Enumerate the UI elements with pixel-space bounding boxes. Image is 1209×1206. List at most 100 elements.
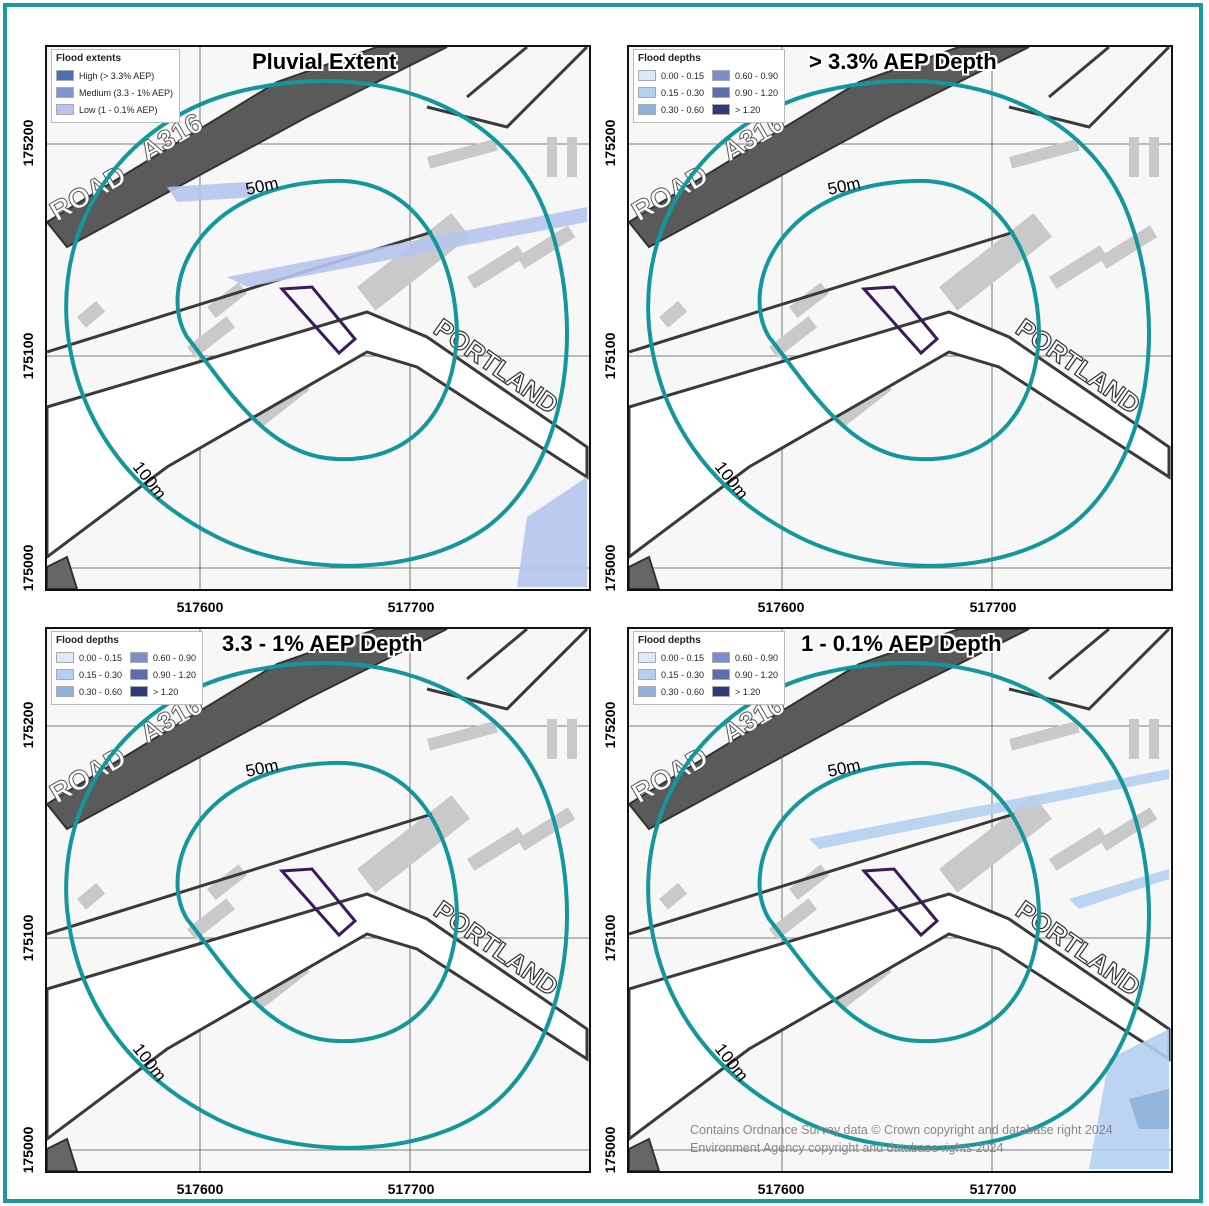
road-minor xyxy=(1008,629,1171,711)
x-tick-label: 517600 xyxy=(757,1181,805,1197)
legend-label: 0.90 - 1.20 xyxy=(153,669,197,680)
legend-label: 0.90 - 1.20 xyxy=(735,87,779,98)
legend-item: 0.60 - 0.90 xyxy=(130,649,196,666)
legend-title: Flood extents xyxy=(56,53,122,64)
legend-item: 0.90 - 1.20 xyxy=(712,84,778,101)
road-minor xyxy=(629,230,1015,354)
map-background xyxy=(629,47,1171,589)
road-corner xyxy=(47,1137,79,1171)
buffer-100m xyxy=(64,661,569,1150)
legend-item: 0.60 - 0.90 xyxy=(712,649,778,666)
site-boundary xyxy=(278,285,358,356)
map-panel-low-depth: ROAD A316 PORTLAND 50m 100m Flood depths 0.00… xyxy=(627,627,1173,1173)
building xyxy=(76,300,106,328)
road-minor xyxy=(426,629,589,711)
y-tick-label: 175100 xyxy=(20,332,36,380)
y-tick-label: 175200 xyxy=(20,119,36,167)
buffer-50m xyxy=(175,178,460,462)
legend-label: Medium (3.3 - 1% AEP) xyxy=(79,87,174,98)
buffer-100m xyxy=(64,79,569,568)
legend-item: Medium (3.3 - 1% AEP) xyxy=(56,84,173,101)
y-tick-label: 175100 xyxy=(20,914,36,962)
building xyxy=(567,719,577,759)
building xyxy=(567,137,577,177)
building xyxy=(1008,138,1080,169)
panel-title: 3.3 - 1% AEP Depth xyxy=(222,631,423,656)
road-a316 xyxy=(629,47,1030,249)
legend-swatch xyxy=(56,104,74,115)
building xyxy=(187,898,236,941)
building xyxy=(517,225,576,269)
building xyxy=(659,300,688,328)
flood-area xyxy=(1129,1089,1169,1129)
x-tick-label: 517600 xyxy=(757,599,805,615)
legend-item: 0.00 - 0.15 xyxy=(56,649,122,666)
building xyxy=(1129,137,1139,177)
x-tick-label: 517600 xyxy=(176,599,224,615)
site-boundary xyxy=(860,867,940,938)
legend-title: Flood depths xyxy=(56,635,119,646)
road-corner xyxy=(629,1137,661,1171)
legend-label: 0.30 - 0.60 xyxy=(79,686,123,697)
legend-item: 0.30 - 0.60 xyxy=(56,683,122,700)
site-boundary xyxy=(860,285,940,356)
legend-swatch xyxy=(56,669,74,680)
legend-swatch xyxy=(130,652,149,663)
legend-item: 0.90 - 1.20 xyxy=(130,666,196,683)
road-corner xyxy=(47,555,79,589)
x-tick-label: 517700 xyxy=(969,1181,1017,1197)
legend-label: > 1.20 xyxy=(735,104,761,115)
legend-item: 0.30 - 0.60 xyxy=(638,101,704,118)
road-minor xyxy=(47,812,433,936)
building xyxy=(467,827,526,871)
legend-swatch xyxy=(56,87,74,98)
legend-label: Low (1 - 0.1% AEP) xyxy=(79,104,158,115)
legend-label: 0.90 - 1.20 xyxy=(735,669,779,680)
legend-label: 0.00 - 0.15 xyxy=(661,70,705,81)
legend-item: 0.30 - 0.60 xyxy=(638,683,704,700)
building xyxy=(357,795,471,893)
map-panel-pluvial-extent: ROAD A316 PORTLAND 50m 100m Flood extents Hi… xyxy=(45,45,591,591)
legend-label: > 1.20 xyxy=(153,686,179,697)
legend-title: Flood depths xyxy=(638,53,701,64)
buffer-100m xyxy=(646,79,1151,568)
y-tick-label: 175100 xyxy=(602,332,618,380)
map-panel-high-depth: ROAD A316 PORTLAND 50m 100m Flood depths 0.00… xyxy=(627,45,1173,591)
building xyxy=(76,882,106,910)
building xyxy=(547,719,557,759)
road-a316 xyxy=(47,629,448,831)
x-tick-label: 517700 xyxy=(387,1181,435,1197)
legend-item: 0.60 - 0.90 xyxy=(712,67,778,84)
legend-swatch xyxy=(638,669,656,680)
legend-label: 0.30 - 0.60 xyxy=(661,686,705,697)
legend-swatch xyxy=(638,70,656,81)
flood-area xyxy=(227,207,587,287)
legend-swatch xyxy=(638,87,656,98)
legend-title: Flood depths xyxy=(638,635,701,646)
legend-label: 0.30 - 0.60 xyxy=(661,104,705,115)
building xyxy=(427,138,498,169)
building xyxy=(517,807,576,851)
legend-item: High (> 3.3% AEP) xyxy=(56,67,173,84)
y-tick-label: 175200 xyxy=(602,119,618,167)
road-minor xyxy=(426,47,589,129)
building xyxy=(1149,137,1159,177)
legend-swatch xyxy=(712,686,731,697)
road-corner xyxy=(629,555,661,589)
road-minor xyxy=(629,812,1015,936)
building xyxy=(769,316,818,359)
legend-flood-depths: Flood depths 0.00 - 0.15 0.15 - 0.30 0.30 -… xyxy=(51,631,204,705)
buffer-100m xyxy=(646,661,1151,1150)
legend-label: 0.60 - 0.90 xyxy=(153,652,197,663)
legend-flood-depths: Flood depths 0.00 - 0.15 0.15 - 0.30 0.30 -… xyxy=(633,631,786,705)
legend-label: 0.15 - 0.30 xyxy=(661,669,705,680)
building xyxy=(1049,827,1108,871)
legend-swatch xyxy=(712,70,731,81)
panel-title: > 3.3% AEP Depth xyxy=(809,49,997,74)
flood-area xyxy=(167,182,257,202)
legend-flood-depths: Flood depths 0.00 - 0.15 0.15 - 0.30 0.30 -… xyxy=(633,49,786,123)
